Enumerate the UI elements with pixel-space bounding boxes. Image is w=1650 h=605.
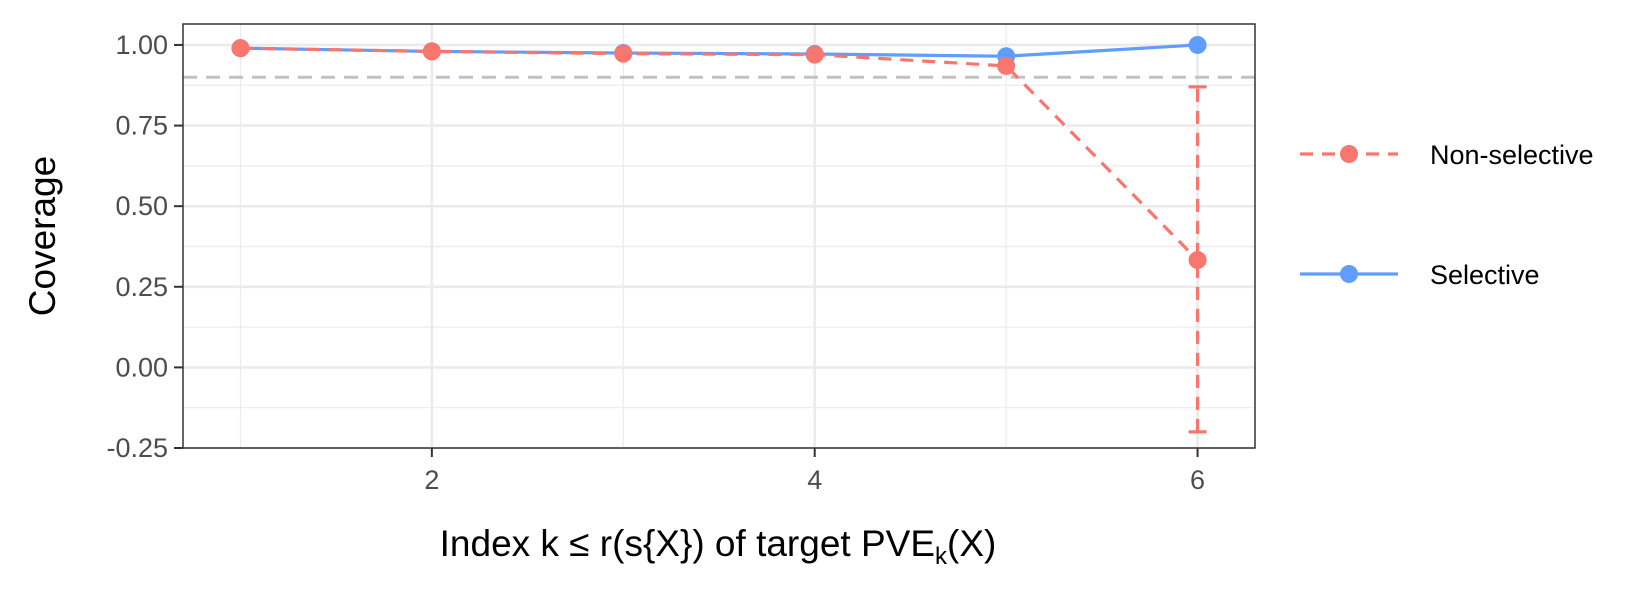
series-non-selective bbox=[231, 39, 1207, 434]
y-tick-label: -0.25 bbox=[106, 433, 168, 463]
legend-item-selective: Selective bbox=[1300, 260, 1540, 290]
y-tick-label: 0.75 bbox=[115, 111, 168, 141]
legend-key-point bbox=[1340, 145, 1358, 163]
legend-label: Selective bbox=[1430, 260, 1540, 290]
plot-panel-border bbox=[182, 23, 1256, 449]
y-tick-label: 0.00 bbox=[115, 352, 168, 382]
data-point-non-selective bbox=[805, 45, 824, 64]
legend-label: Non-selective bbox=[1430, 140, 1594, 170]
x-tick-label: 6 bbox=[1190, 465, 1205, 495]
data-point-non-selective bbox=[1188, 251, 1207, 270]
x-tick-label: 4 bbox=[807, 465, 822, 495]
series-line-non-selective bbox=[240, 46, 1199, 262]
legend: Non-selective Selective bbox=[1300, 140, 1594, 290]
data-point-non-selective bbox=[614, 44, 633, 63]
x-axis-title: Index k ≤ r(s{X}) of target PVEk(X) bbox=[440, 523, 997, 570]
error-bar-non-selective bbox=[1188, 85, 1207, 434]
x-tick-label: 2 bbox=[424, 465, 439, 495]
data-point-non-selective bbox=[997, 56, 1016, 75]
legend-key-point bbox=[1340, 265, 1358, 283]
y-tick-label: 1.00 bbox=[115, 30, 168, 60]
data-point-non-selective bbox=[422, 42, 441, 61]
data-point-selective bbox=[1188, 35, 1207, 54]
y-axis-title: Coverage bbox=[22, 156, 63, 316]
y-tick-label: 0.25 bbox=[115, 272, 168, 302]
y-tick-label: 0.50 bbox=[115, 191, 168, 221]
data-point-non-selective bbox=[231, 39, 250, 58]
legend-item-non-selective: Non-selective bbox=[1300, 140, 1594, 170]
